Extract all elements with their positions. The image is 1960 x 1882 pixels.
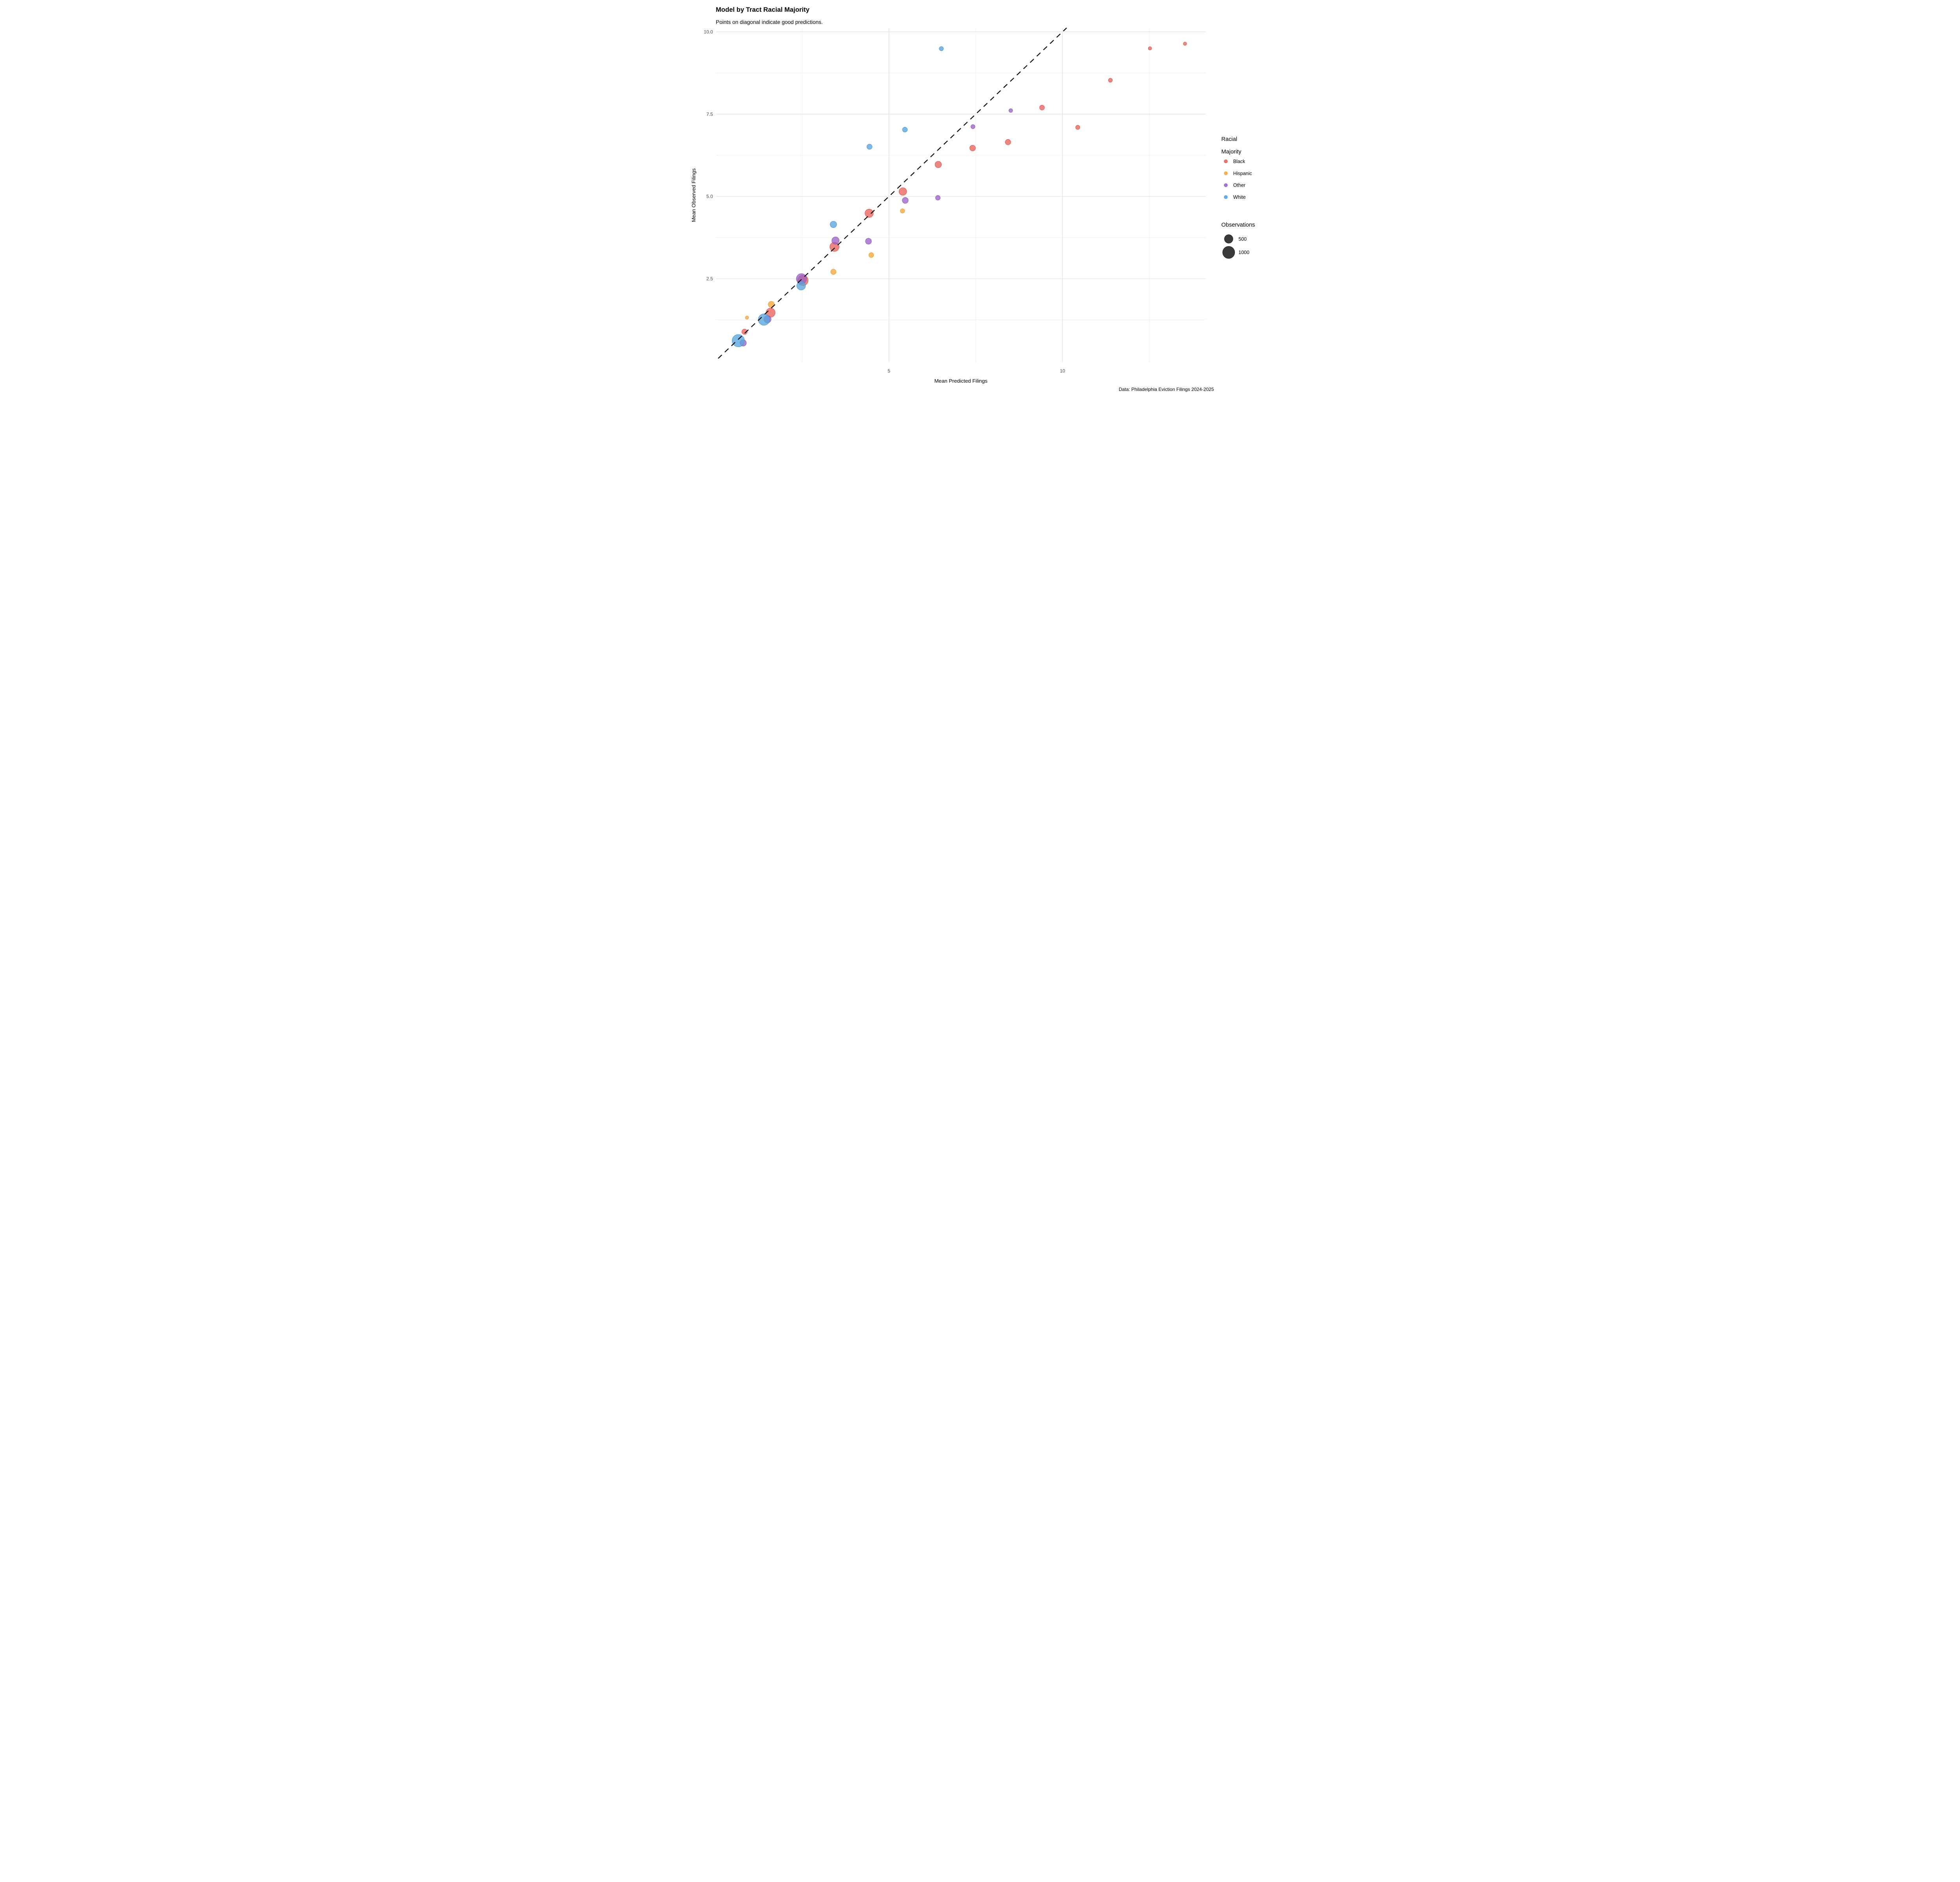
- data-point: [1009, 108, 1013, 113]
- chart-caption: Data: Philadelphia Eviction Filings 2024…: [1119, 387, 1214, 392]
- data-point: [768, 301, 775, 308]
- legend-swatch-black: [1224, 159, 1228, 163]
- scatter-chart: 2.5 5.0 7.5 10.0 5 10 Model by Tract Racial M…: [686, 0, 1274, 392]
- x-tick-label: 10: [1060, 368, 1065, 374]
- chart-background: [686, 0, 1274, 392]
- plot-page: 2.5 5.0 7.5 10.0 5 10 Model by Tract Racial M…: [686, 0, 1274, 392]
- legend-item-white: White: [1233, 194, 1246, 200]
- data-point: [900, 208, 905, 214]
- data-point: [830, 221, 837, 228]
- data-point: [866, 144, 873, 150]
- size-legend-swatch-1000: [1222, 246, 1235, 259]
- data-point: [865, 238, 872, 245]
- legend-item-other: Other: [1233, 183, 1245, 188]
- data-point: [971, 124, 975, 129]
- color-legend-title-line2: Majority: [1221, 149, 1242, 155]
- data-point: [1108, 78, 1113, 83]
- y-tick-label: 7.5: [706, 111, 713, 117]
- data-point: [902, 197, 909, 204]
- data-point: [935, 195, 941, 200]
- data-point: [902, 127, 908, 133]
- size-legend-label: 1000: [1238, 250, 1249, 255]
- data-point: [868, 252, 874, 258]
- size-legend-swatch-500: [1224, 234, 1233, 243]
- axis-tick-labels: 2.5 5.0 7.5 10.0 5 10: [704, 29, 1065, 374]
- data-point: [1183, 42, 1187, 46]
- gridlines: [716, 28, 1206, 362]
- data-point: [935, 161, 942, 168]
- data-point: [939, 46, 944, 51]
- legend-swatch-hispanic: [1224, 171, 1228, 175]
- chart-subtitle: Points on diagonal indicate good predict…: [716, 19, 823, 25]
- x-tick-label: 5: [887, 368, 890, 374]
- data-point: [898, 187, 907, 196]
- chart-title: Model by Tract Racial Majority: [716, 6, 810, 13]
- y-axis-title: Mean Observed Filings: [691, 168, 697, 222]
- size-legend-title: Observations: [1221, 222, 1255, 228]
- y-tick-label: 5.0: [706, 194, 713, 199]
- data-point: [865, 209, 874, 218]
- data-point: [1005, 139, 1011, 145]
- data-point: [1039, 105, 1045, 111]
- data-point: [732, 334, 745, 347]
- y-tick-label: 10.0: [704, 29, 713, 35]
- y-tick-label: 2.5: [706, 276, 713, 282]
- size-legend: Observations 500 1000: [1221, 222, 1255, 259]
- data-point: [1148, 46, 1152, 51]
- data-points: [732, 42, 1187, 347]
- data-point: [745, 316, 749, 320]
- data-point: [831, 236, 840, 245]
- data-point: [797, 281, 806, 291]
- data-point: [1075, 125, 1080, 130]
- data-point: [830, 269, 837, 275]
- data-point: [758, 314, 770, 326]
- diagonal-reference-line: [718, 27, 1067, 359]
- color-legend-title-line1: Racial: [1221, 136, 1238, 142]
- x-axis-title: Mean Predicted Filings: [934, 378, 987, 384]
- data-point: [969, 145, 976, 151]
- data-point: [742, 329, 748, 335]
- series-white: [732, 46, 944, 347]
- legend-item-black: Black: [1233, 159, 1245, 164]
- size-legend-label: 500: [1238, 236, 1247, 242]
- color-legend: Racial Majority Black Hispanic Other White: [1221, 136, 1252, 200]
- legend-swatch-other: [1224, 183, 1228, 187]
- legend-item-hispanic: Hispanic: [1233, 171, 1252, 176]
- legend-swatch-white: [1224, 195, 1228, 199]
